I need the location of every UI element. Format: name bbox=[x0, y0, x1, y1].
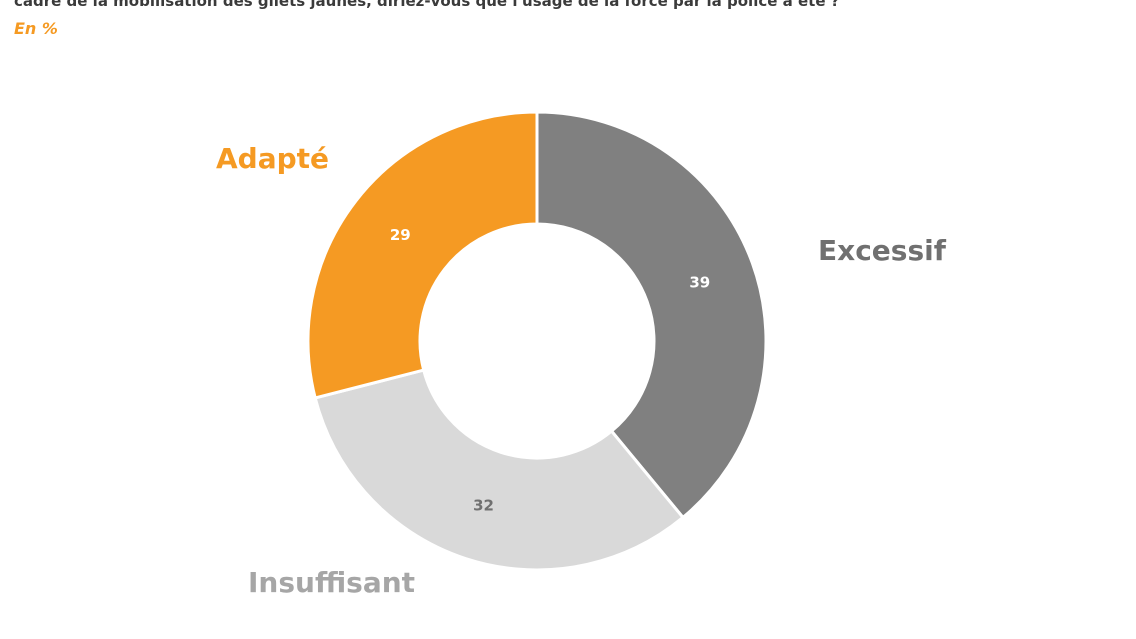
value-label-insuffisant: 32 bbox=[473, 497, 494, 515]
category-label-excessif: Excessif bbox=[818, 234, 947, 267]
category-label-adapte: Adapté bbox=[216, 142, 329, 175]
category-label-insuffisant: Insuffisant bbox=[248, 566, 415, 599]
slice-adapte bbox=[306, 110, 539, 400]
slice-excessif bbox=[535, 110, 768, 520]
unit-label: En % bbox=[14, 19, 58, 38]
value-label-excessif: 39 bbox=[689, 273, 710, 291]
question-text: cadre de la mobilisation des gilets jaun… bbox=[14, 0, 840, 10]
slice-insuffisant bbox=[313, 368, 686, 572]
value-label-adapte: 29 bbox=[390, 226, 411, 244]
